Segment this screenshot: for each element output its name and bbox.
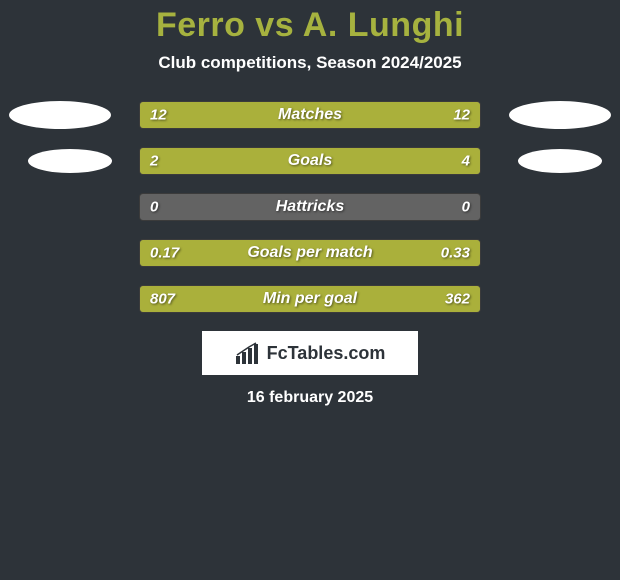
avatar-right: [518, 149, 602, 173]
stat-row: Goals24: [0, 147, 620, 175]
avatar-left: [9, 101, 111, 129]
bar-track: Goals24: [139, 147, 481, 175]
bar-value-right: 0: [462, 199, 470, 216]
bar-right-fill: [242, 148, 480, 174]
bar-left-fill: [140, 240, 249, 266]
stat-rows-container: Matches1212 Goals24 Hattricks0 0 Goals per m…: [0, 101, 620, 313]
stat-row: Matches1212: [0, 101, 620, 129]
bar-track: Hattricks0 0: [139, 193, 481, 221]
bars-icon: [235, 342, 261, 364]
brand-box: FcTables.com: [202, 331, 418, 375]
bar-track: Min per goal807362: [139, 285, 481, 313]
bar-label: Hattricks: [140, 198, 480, 216]
bar-right-fill: [371, 286, 480, 312]
bar-value-left: 0: [150, 199, 158, 216]
bar-left-fill: [140, 148, 242, 174]
bar-right-fill: [249, 240, 480, 266]
comparison-infographic: Ferro vs A. Lunghi Club competitions, Se…: [0, 0, 620, 407]
bar-right-fill: [310, 102, 480, 128]
avatar-right: [509, 101, 611, 129]
bar-track: Matches1212: [139, 101, 481, 129]
bar-left-fill: [140, 102, 310, 128]
stat-row: Hattricks0 0: [0, 193, 620, 221]
date-text: 16 february 2025: [0, 389, 620, 407]
subtitle: Club competitions, Season 2024/2025: [0, 53, 620, 73]
avatar-left: [28, 149, 112, 173]
stat-row: Goals per match0.170.33: [0, 239, 620, 267]
bar-left-fill: [140, 286, 371, 312]
stat-row: Min per goal807362: [0, 285, 620, 313]
brand-text: FcTables.com: [267, 343, 386, 364]
bar-track: Goals per match0.170.33: [139, 239, 481, 267]
page-title: Ferro vs A. Lunghi: [0, 6, 620, 45]
